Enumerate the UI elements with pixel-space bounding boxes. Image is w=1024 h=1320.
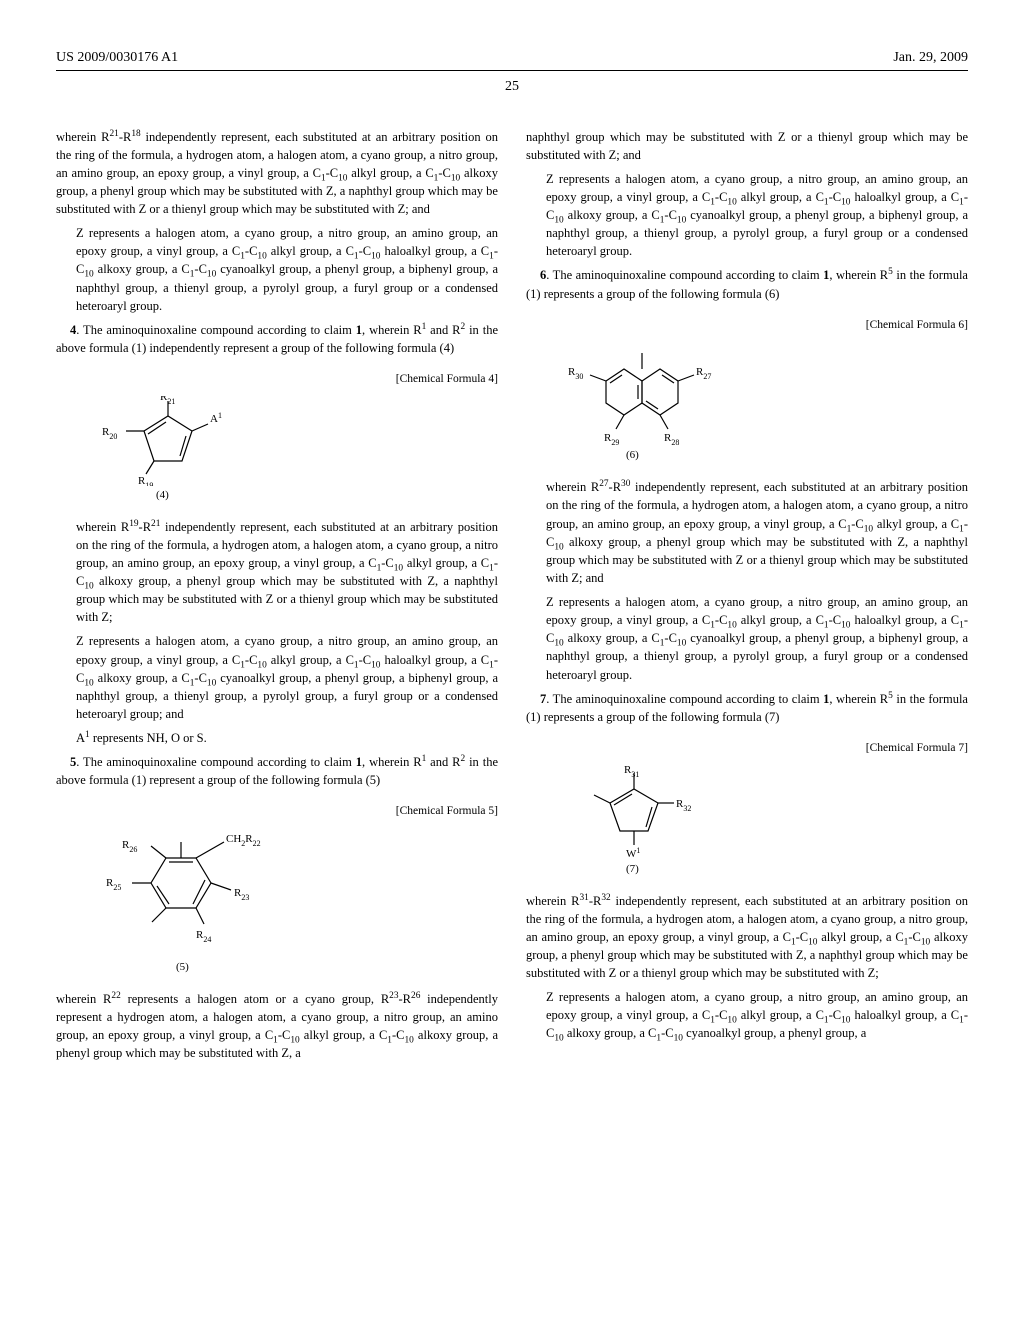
svg-text:R31: R31 <box>624 765 639 779</box>
svg-text:R24: R24 <box>196 929 211 944</box>
chemical-formula-4: R20 R21 R19 A1 (4) <box>96 396 498 504</box>
formula-label-6: [Chemical Formula 6] <box>526 317 968 334</box>
body-text: naphthyl group which may be substituted … <box>526 128 968 164</box>
svg-text:R32: R32 <box>676 798 691 813</box>
svg-text:R20: R20 <box>102 426 117 441</box>
formula-label-5: [Chemical Formula 5] <box>56 803 498 820</box>
publication-date: Jan. 29, 2009 <box>893 48 968 68</box>
body-text: wherein R21-R18 independently represent,… <box>56 128 498 219</box>
body-text: A1 represents NH, O or S. <box>76 729 498 747</box>
svg-text:R27: R27 <box>696 366 711 381</box>
left-column: wherein R21-R18 independently represent,… <box>56 128 498 1069</box>
svg-text:R19: R19 <box>138 475 153 486</box>
formula-number-4: (4) <box>156 488 498 504</box>
indent-block: Z represents a halogen atom, a cyano gro… <box>526 988 968 1042</box>
body-text: Z represents a halogen atom, a cyano gro… <box>546 170 968 261</box>
svg-text:R28: R28 <box>664 432 679 446</box>
body-text: Z represents a halogen atom, a cyano gro… <box>76 224 498 315</box>
svg-text:R25: R25 <box>106 877 121 892</box>
svg-text:R26: R26 <box>122 839 137 854</box>
body-text: Z represents a halogen atom, a cyano gro… <box>76 632 498 723</box>
formula-label-4: [Chemical Formula 4] <box>56 371 498 388</box>
formula-number-5: (5) <box>176 960 498 976</box>
claim-4: 4. The aminoquinoxaline compound accordi… <box>56 321 498 357</box>
body-text: wherein R27-R30 independently represent,… <box>546 478 968 587</box>
chemical-formula-6: R30 R29 R28 R27 (6) <box>566 341 968 464</box>
svg-text:R21: R21 <box>160 396 175 406</box>
indent-block: Z represents a halogen atom, a cyano gro… <box>526 170 968 261</box>
page-number: 25 <box>56 77 968 97</box>
indent-block: Z represents a halogen atom, a cyano gro… <box>56 224 498 315</box>
svg-text:W1: W1 <box>626 846 640 860</box>
svg-text:CH2R22: CH2R22 <box>226 833 261 848</box>
formula-number-7: (7) <box>626 862 968 878</box>
indent-block: wherein R19-R21 independently represent,… <box>56 518 498 748</box>
chemical-formula-5: R26 R25 R24 R23 CH2R22 (5) <box>96 828 498 976</box>
right-column: naphthyl group which may be substituted … <box>526 128 968 1069</box>
body-text: wherein R19-R21 independently represent,… <box>76 518 498 627</box>
svg-text:R30: R30 <box>568 366 583 381</box>
body-text: wherein R31-R32 independently represent,… <box>526 892 968 983</box>
svg-text:R23: R23 <box>234 887 249 902</box>
svg-text:A1: A1 <box>210 411 222 425</box>
claim-6: 6. The aminoquinoxaline compound accordi… <box>526 266 968 302</box>
formula-label-7: [Chemical Formula 7] <box>526 740 968 757</box>
patent-number: US 2009/0030176 A1 <box>56 48 178 68</box>
svg-text:R29: R29 <box>604 432 619 446</box>
body-text: wherein R22 represents a halogen atom or… <box>56 990 498 1063</box>
claim-5: 5. The aminoquinoxaline compound accordi… <box>56 753 498 789</box>
chemical-formula-7: R31 R32 W1 (7) <box>566 765 968 878</box>
claim-7: 7. The aminoquinoxaline compound accordi… <box>526 690 968 726</box>
formula-number-6: (6) <box>626 448 968 464</box>
indent-block: wherein R27-R30 independently represent,… <box>526 478 968 683</box>
page-header: US 2009/0030176 A1 Jan. 29, 2009 <box>56 48 968 71</box>
body-text: Z represents a halogen atom, a cyano gro… <box>546 593 968 684</box>
two-column-layout: wherein R21-R18 independently represent,… <box>56 128 968 1069</box>
body-text: Z represents a halogen atom, a cyano gro… <box>546 988 968 1042</box>
